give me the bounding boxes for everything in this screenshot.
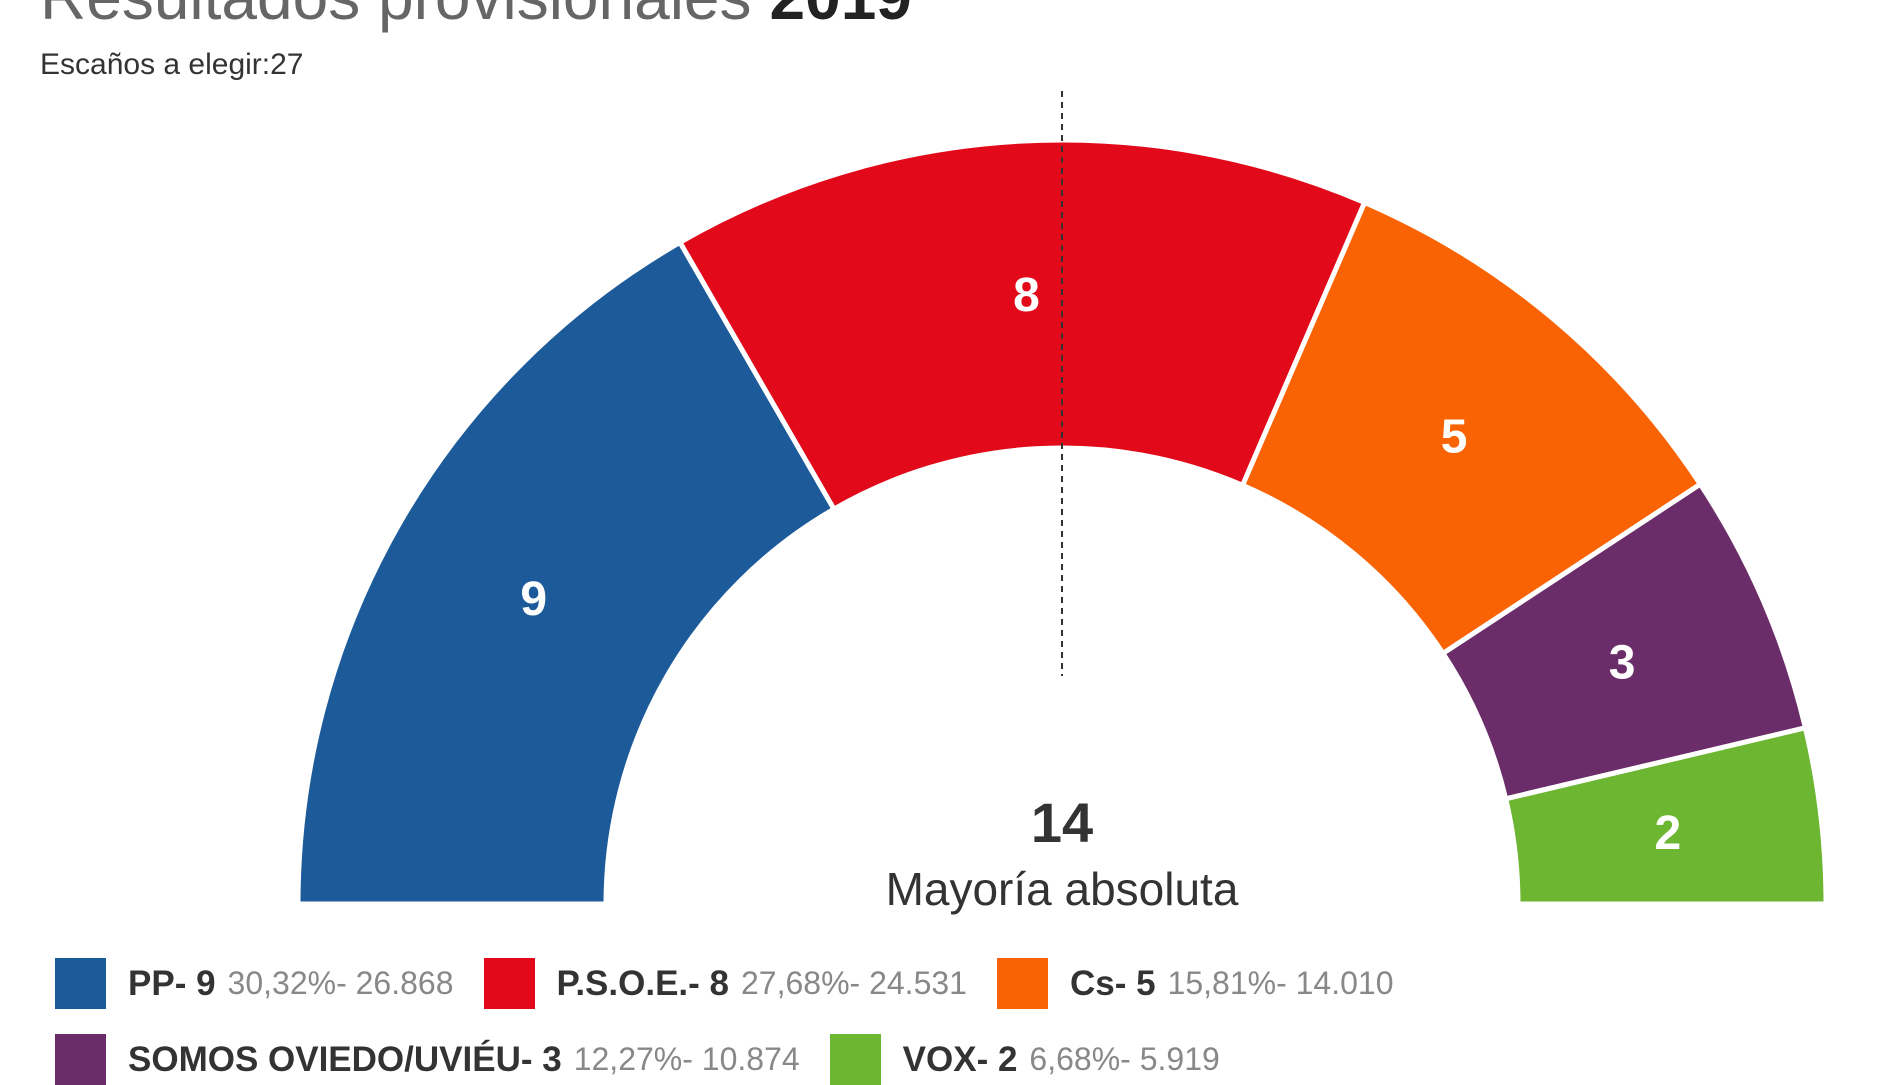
segment-seat-label: 8 <box>1013 269 1040 322</box>
legend-swatch <box>55 1034 106 1085</box>
legend-stats: 12,27%- 10.874 <box>573 1041 800 1077</box>
legend-stats: 27,68%- 24.531 <box>741 965 967 1001</box>
segment-vox <box>1502 724 1829 907</box>
chart-title: Resultados provisionales 2019 <box>40 0 912 34</box>
legend-party: PP- 9 <box>128 963 216 1003</box>
title-text: Resultados provisionales <box>40 0 752 33</box>
legend-swatch <box>829 1034 881 1085</box>
segment-seat-label: 9 <box>520 573 547 626</box>
legend-party: VOX- 2 <box>902 1039 1018 1079</box>
legend-item: Cs- 5 15,81%- 14.010 <box>996 958 1394 1009</box>
chart-subtitle: Escaños a elegir:27 <box>40 48 304 81</box>
legend-swatch <box>55 958 106 1009</box>
legend-item: SOMOS OVIEDO/UVIÉU- 3 12,27%- 10.874 <box>55 1034 800 1085</box>
title-year: 2019 <box>770 0 912 33</box>
segment-seat-label: 2 <box>1655 807 1682 860</box>
segment-seat-label: 3 <box>1609 636 1636 689</box>
legend-party: Cs- 5 <box>1069 963 1156 1003</box>
legend-stats: 6,68%- 5.919 <box>1029 1041 1220 1077</box>
legend-swatch <box>996 958 1048 1009</box>
legend-stats: 30,32%- 26.868 <box>227 965 454 1001</box>
legend-row: SOMOS OVIEDO/UVIÉU- 3 12,27%- 10.874 VOX- … <box>55 1034 1250 1085</box>
segment-pp <box>295 238 838 907</box>
segment-seat-label: 5 <box>1441 411 1468 464</box>
segment-cs <box>1239 199 1704 657</box>
legend-party: SOMOS OVIEDO/UVIÉU- 3 <box>128 1039 562 1079</box>
legend-item: VOX- 2 6,68%- 5.919 <box>829 1034 1220 1085</box>
legend-party: P.S.O.E.- 8 <box>556 963 730 1003</box>
legend-swatch <box>483 958 535 1009</box>
segment-p-s-o-e- <box>676 137 1368 513</box>
legend-item: P.S.O.E.- 8 27,68%- 24.531 <box>483 958 967 1009</box>
legend-item: PP- 9 30,32%- 26.868 <box>55 958 454 1009</box>
legend-row: PP- 9 30,32%- 26.868 P.S.O.E.- 8 27,68%- 24… <box>55 958 1424 1009</box>
legend-stats: 15,81%- 14.010 <box>1167 965 1394 1001</box>
majority-value: 14 <box>1031 791 1093 854</box>
majority-label: Mayoría absoluta <box>886 863 1239 915</box>
